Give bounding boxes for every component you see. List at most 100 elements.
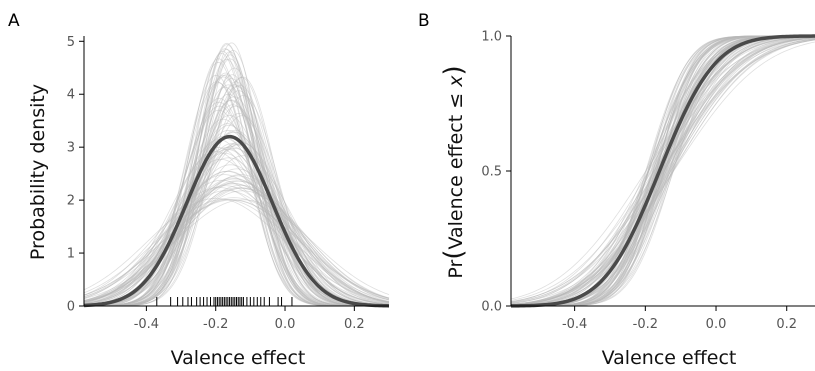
panel-a-draw-curve <box>83 86 389 307</box>
panel-a-draw-curve <box>83 96 389 307</box>
panel-b-draw-curve <box>510 37 815 300</box>
panel-a-y-tick-label: 4 <box>67 88 75 103</box>
panel-a-mean-curve <box>83 134 390 308</box>
panel-b-draw-curve <box>510 38 815 305</box>
panel-a-y-tick-label: 1 <box>67 247 75 262</box>
panel-a-x-tick-label: 0.0 <box>275 317 296 332</box>
panel-b-y-title-x: x <box>445 75 467 88</box>
panel-b-mean-curve-group <box>510 34 815 308</box>
panel-b-y-title-pr: Pr <box>445 259 467 278</box>
panel-a-draw-curve <box>83 179 390 305</box>
panel-b-draw-curve <box>510 38 815 305</box>
panel-b-draw-curve <box>511 35 815 307</box>
panel-a-draw-curve <box>83 144 390 306</box>
panel-b-posterior-draws <box>510 35 815 307</box>
panel-b-mean-curve <box>510 34 815 308</box>
panel-a-draw-curve <box>84 85 389 307</box>
panel-a-draw-curve <box>83 142 390 307</box>
panel-a-draw-curve <box>83 100 389 307</box>
panel-b-x-tick-label: 0.2 <box>776 317 797 332</box>
panel-b-draw-curve <box>511 35 815 307</box>
panel-a-draw-curve <box>83 141 390 307</box>
panel-b-draw-curve <box>510 38 815 301</box>
panel-a-draw-curve <box>83 190 390 303</box>
panel-b-draw-curve <box>510 39 815 303</box>
panel-a-draw-curve <box>83 175 390 304</box>
panel-a-draw-curve <box>83 182 390 303</box>
panel-a-draw-curve <box>83 187 390 302</box>
panel-b-draw-curve <box>510 36 815 306</box>
panel-b-y-tick-label: 0.5 <box>481 165 502 180</box>
panel-a-axes: -0.4 -0.2 0.0 0.2 0 1 2 3 4 5 <box>67 35 389 332</box>
panel-a-draw-curve <box>84 67 389 307</box>
panel-b-draw-curve <box>510 39 815 305</box>
panel-a-draw-curve <box>84 84 390 307</box>
panel-b-draw-curve <box>510 37 815 305</box>
panel-a-draw-curve <box>84 84 389 307</box>
panel-a-draw-curve <box>83 97 389 307</box>
panel-a-y-tick-label: 2 <box>67 194 75 209</box>
panel-b-axes: -0.4 -0.2 0.0 0.2 0.0 0.5 1.0 <box>481 30 815 332</box>
panel-a-draw-curve <box>83 164 390 306</box>
panel-b: B -0.4 -0.2 0.0 0.2 0.0 0.5 1.0 Valence effect… <box>418 11 815 369</box>
panel-a-draw-curve <box>83 168 390 305</box>
panel-a-draw-curve <box>83 197 390 303</box>
panel-a-draw-curve <box>83 180 390 303</box>
panel-b-x-tick-label: -0.2 <box>633 317 658 332</box>
panel-b-draw-curve <box>510 39 815 303</box>
panel-a-draw-curve <box>83 104 389 307</box>
panel-a-draw-curve <box>83 187 390 304</box>
panel-a-draw-curve <box>84 84 389 307</box>
panel-a-draw-curve <box>83 81 389 307</box>
panel-b-draw-curve <box>511 35 815 307</box>
panel-b-draw-curve <box>511 35 815 307</box>
panel-a-draw-curve <box>83 180 390 303</box>
panel-a-y-axis-title: Probability density <box>27 84 49 260</box>
panel-a-draw-curve <box>83 105 390 307</box>
panel-b-draw-curve <box>511 35 815 307</box>
panel-a-x-tick-label: -0.2 <box>203 317 228 332</box>
panel-a-draw-curve <box>83 99 389 307</box>
panel-a-rug <box>156 297 293 306</box>
panel-b-draw-curve <box>510 37 815 305</box>
panel-b-y-tick-label: 1.0 <box>481 30 502 45</box>
panel-a-draw-curve <box>83 177 390 304</box>
panel-a-draw-curve <box>83 174 390 304</box>
panel-a-draw-curve <box>83 183 390 303</box>
panel-b-y-title-body: Valence effect ≤ <box>445 87 467 250</box>
panel-a-draw-curve <box>83 199 390 300</box>
panel-a-draw-curve <box>83 199 390 299</box>
panel-b-draw-curve <box>510 37 815 306</box>
panel-a-draw-curve <box>83 187 390 302</box>
panel-a-draw-curve <box>83 190 390 302</box>
panel-b-draw-curve <box>510 39 815 303</box>
panel-a-draw-curve <box>83 199 390 299</box>
panel-a-draw-curve <box>84 76 389 307</box>
panel-b-draw-curve <box>510 36 815 303</box>
panel-a-draw-curve <box>83 197 390 299</box>
panel-b-draw-curve <box>510 35 815 307</box>
panel-b-draw-curve <box>510 35 815 307</box>
panel-a-draw-curve <box>83 124 390 307</box>
panel-b-draw-curve <box>510 37 815 306</box>
panel-a-draw-curve <box>83 93 390 307</box>
panel-a-draw-curve <box>84 78 389 307</box>
panel-b-y-title-close-paren: ) <box>439 65 469 75</box>
panel-b-draw-curve <box>510 36 815 306</box>
panel-b-x-tick-label: 0.0 <box>706 317 727 332</box>
panel-a-draw-curve <box>84 42 389 307</box>
panel-a-draw-curve <box>83 82 389 307</box>
panel-a-label: A <box>8 11 20 31</box>
panel-a-draw-curve <box>83 170 390 305</box>
panel-a-draw-curve <box>83 74 389 307</box>
panel-b-draw-curve <box>510 41 815 304</box>
panel-a-y-tick-label: 0 <box>67 300 75 315</box>
panel-b-label: B <box>418 11 430 31</box>
panel-a-draw-curve <box>83 146 390 306</box>
panel-b-draw-curve <box>510 36 815 304</box>
panel-a-mean-curve-group <box>83 134 390 308</box>
panel-a-draw-curve <box>83 199 390 301</box>
panel-b-draw-curve <box>510 36 815 306</box>
panel-a-draw-curve <box>83 152 390 306</box>
